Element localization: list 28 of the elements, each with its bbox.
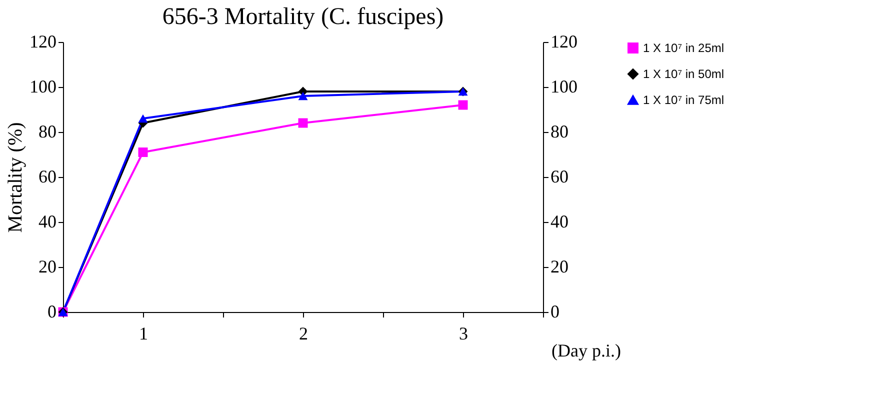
point	[298, 92, 308, 100]
chart-title: 656-3 Mortality (C. fuscipes)	[162, 4, 444, 30]
x-tick-label: 3	[459, 324, 468, 344]
point	[458, 100, 468, 110]
point	[138, 114, 148, 123]
y2-tick-label: 60	[550, 166, 568, 186]
y-tick-label: 60	[38, 166, 56, 186]
y2-tick-label: 100	[550, 76, 578, 96]
y2-tick-label: 120	[550, 32, 578, 52]
y-tick-label: 80	[38, 122, 56, 142]
y-tick-label: 0	[48, 302, 56, 322]
x-axis-title: (Day p.i.)	[552, 340, 621, 360]
legend-label: 1 X 10⁷ in 25ml	[643, 41, 724, 55]
y2-tick-label: 20	[550, 256, 568, 276]
y-axis-title: Mortality (%)	[4, 122, 26, 233]
y2-tick-label: 40	[550, 212, 568, 232]
x-tick-label: 1	[139, 324, 148, 344]
x-tick-label: 2	[299, 324, 308, 344]
y-tick-label: 20	[38, 256, 56, 276]
point	[298, 118, 308, 128]
y-tick-label: 100	[30, 76, 56, 96]
y2-tick-label: 0	[550, 302, 560, 322]
y-tick-label: 120	[30, 32, 56, 52]
legend-label: 1 X 10⁷ in 75ml	[643, 93, 724, 107]
y2-tick-label: 80	[550, 122, 568, 142]
point	[138, 148, 148, 157]
legend-label: 1 X 10⁷ in 50ml	[643, 67, 724, 81]
y-tick-label: 40	[38, 212, 56, 232]
